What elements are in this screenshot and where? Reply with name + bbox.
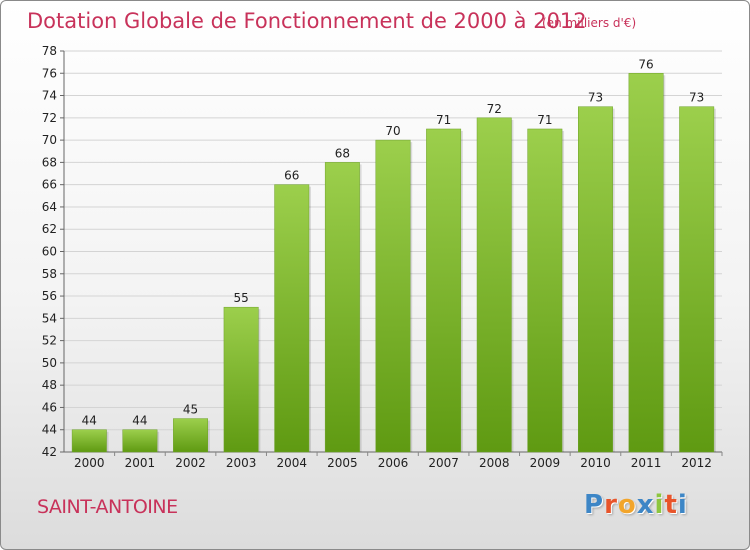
y-tick-label: 52 bbox=[42, 334, 57, 348]
x-tick-label: 2005 bbox=[327, 456, 358, 470]
bars bbox=[71, 73, 716, 453]
logo-letter: t bbox=[664, 490, 678, 520]
bar bbox=[324, 162, 360, 453]
chart-unit: (en milliers d'€) bbox=[542, 16, 637, 30]
x-tick-label: 2003 bbox=[226, 456, 257, 470]
logo-letter: r bbox=[604, 490, 618, 520]
bar-value-label: 68 bbox=[335, 146, 350, 160]
x-tick-label: 2007 bbox=[428, 456, 459, 470]
bar bbox=[476, 117, 512, 453]
bar bbox=[578, 106, 613, 453]
x-tick-label: 2006 bbox=[378, 456, 409, 470]
y-tick-label: 78 bbox=[42, 44, 57, 58]
y-tick-label: 72 bbox=[42, 111, 57, 125]
logo-letter: x bbox=[636, 490, 655, 520]
y-tick-label: 66 bbox=[42, 178, 57, 192]
bar bbox=[628, 73, 664, 453]
bar-value-label: 44 bbox=[132, 414, 147, 428]
y-tick-label: 46 bbox=[42, 400, 57, 414]
chart-title: Dotation Globale de Fonctionnement de 20… bbox=[27, 9, 587, 33]
x-tick-label: 2012 bbox=[681, 456, 712, 470]
y-tick-label: 54 bbox=[42, 311, 57, 325]
bar bbox=[223, 306, 259, 453]
x-tick-label: 2002 bbox=[175, 456, 206, 470]
y-tick-label: 64 bbox=[42, 200, 57, 214]
bar bbox=[274, 184, 310, 453]
commune-name: SAINT-ANTOINE bbox=[37, 496, 178, 518]
bar bbox=[527, 128, 563, 453]
bar-value-label: 44 bbox=[82, 414, 97, 428]
x-tick-label: 2000 bbox=[74, 456, 105, 470]
bar-value-label: 66 bbox=[284, 169, 299, 183]
bar-value-label: 70 bbox=[385, 124, 400, 138]
y-tick-label: 50 bbox=[42, 356, 57, 370]
bar-value-label: 73 bbox=[689, 91, 704, 105]
x-tick-label: 2008 bbox=[479, 456, 510, 470]
bar-value-label: 76 bbox=[638, 57, 653, 71]
proxiti-logo[interactable]: Proxiti bbox=[584, 490, 688, 520]
x-tick-label: 2010 bbox=[580, 456, 611, 470]
bar bbox=[122, 429, 158, 453]
y-tick-label: 44 bbox=[42, 423, 57, 437]
bar-value-label: 71 bbox=[537, 113, 552, 127]
x-tick-label: 2004 bbox=[276, 456, 307, 470]
logo-letter: i bbox=[677, 490, 688, 520]
x-tick-label: 2011 bbox=[631, 456, 662, 470]
logo-letter: o bbox=[617, 490, 637, 520]
bar-value-label: 72 bbox=[487, 102, 502, 116]
bar-value-label: 45 bbox=[183, 403, 198, 417]
bar bbox=[173, 418, 208, 453]
bar bbox=[679, 106, 715, 453]
y-tick-label: 70 bbox=[42, 133, 57, 147]
bar bbox=[375, 139, 411, 453]
y-tick-label: 56 bbox=[42, 289, 57, 303]
y-tick-label: 68 bbox=[42, 155, 57, 169]
x-tick-label: 2009 bbox=[530, 456, 561, 470]
logo-letter: P bbox=[584, 490, 605, 520]
x-tick-label: 2001 bbox=[125, 456, 156, 470]
y-tick-label: 48 bbox=[42, 378, 57, 392]
logo-letter: i bbox=[654, 490, 665, 520]
bar-value-label: 71 bbox=[436, 113, 451, 127]
y-tick-label: 62 bbox=[42, 222, 57, 236]
y-tick-label: 58 bbox=[42, 267, 57, 281]
y-tick-label: 74 bbox=[42, 89, 57, 103]
labels: 42 44 46 48 50 52 54 56 58 60 62 64 66 68 70 72 74 76 78 44… bbox=[42, 44, 712, 470]
y-tick-label: 60 bbox=[42, 245, 57, 259]
y-tick-label: 76 bbox=[42, 66, 57, 80]
bar-value-label: 73 bbox=[588, 91, 603, 105]
bar bbox=[71, 429, 107, 453]
bar bbox=[426, 128, 462, 453]
y-tick-label: 42 bbox=[42, 445, 57, 459]
bar-value-label: 55 bbox=[234, 291, 249, 305]
